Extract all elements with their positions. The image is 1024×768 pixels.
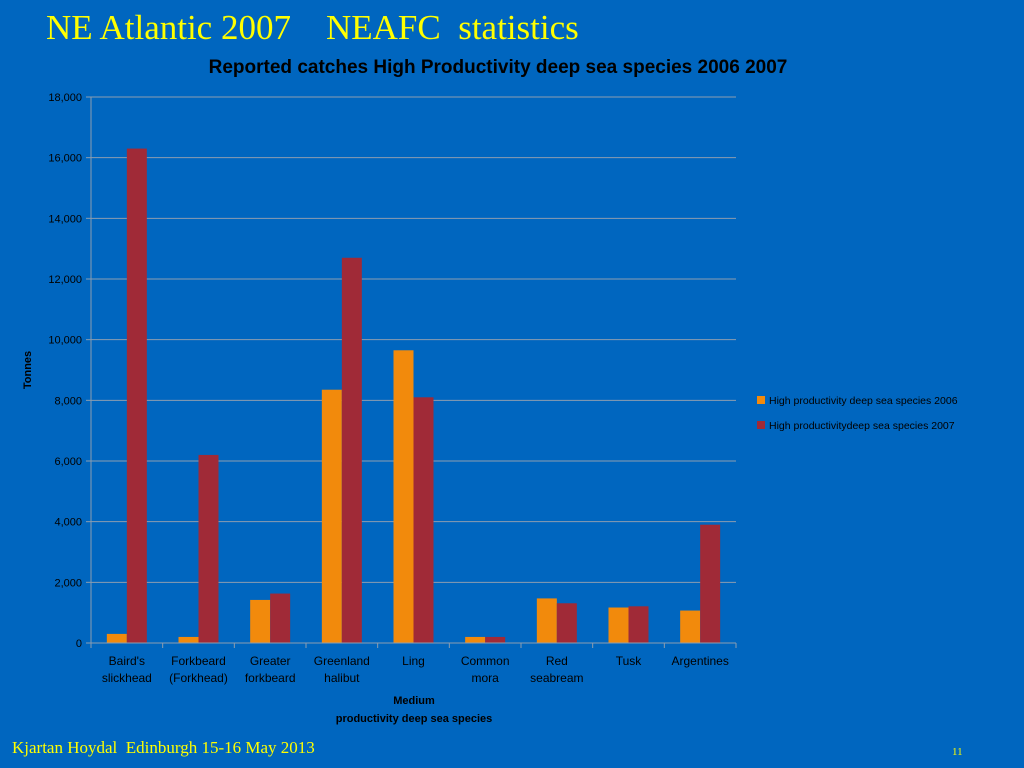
y-tick-label: 12,000	[48, 274, 82, 286]
y-tick-label: 14,000	[48, 213, 82, 225]
y-tick-label: 8,000	[54, 395, 82, 407]
bar-2007	[556, 603, 577, 643]
x-tick-label: Greater forkbeard	[245, 654, 296, 685]
bar-2006	[680, 610, 701, 643]
x-tick-label-line: mora	[471, 671, 499, 685]
x-tick-label-line: Red	[546, 654, 568, 668]
bar-2007	[628, 606, 649, 643]
x-tick-label-line: Common	[461, 654, 510, 668]
x-tick-label-line: Greenland	[314, 654, 370, 668]
x-tick-label-line: slickhead	[102, 671, 152, 685]
chart-title: Reported catches High Productivity deep …	[209, 57, 788, 78]
x-tick-label: Tusk	[616, 654, 643, 668]
bar-2007	[413, 397, 434, 643]
x-tick-label: Ling	[402, 654, 425, 668]
y-tick-label: 0	[76, 638, 82, 650]
bar-2007	[198, 454, 219, 643]
legend-swatch	[757, 396, 765, 404]
x-tick-label: Greenland halibut	[314, 654, 370, 685]
x-tick-label: Red seabream	[530, 654, 583, 685]
y-axis-label: Tonnes	[22, 351, 34, 389]
x-tick-label-line: forkbeard	[245, 671, 296, 685]
x-tick-label-line: Greater	[250, 654, 291, 668]
bar-2007	[126, 148, 147, 644]
legend-label: High productivity deep sea species 2006	[769, 395, 958, 407]
legend-label: High productivitydeep sea species 2007	[769, 420, 955, 432]
x-tick-label-line: (Forkhead)	[169, 671, 228, 685]
bar-2006	[178, 636, 199, 643]
x-tick-label-line: Argentines	[671, 654, 728, 668]
x-tick-label-line: Tusk	[616, 654, 643, 668]
legend-swatch	[757, 421, 765, 429]
page-number: 11	[952, 746, 963, 758]
bar-2007	[270, 593, 291, 643]
bars	[106, 148, 721, 644]
x-tick-label-line: halibut	[324, 671, 360, 685]
x-axis-label-line: productivity deep sea species	[336, 713, 493, 725]
slide-title: NE Atlantic 2007 NEAFC statistics	[46, 8, 579, 47]
bar-2007	[700, 524, 721, 643]
x-tick-label: Baird's slickhead	[102, 654, 152, 685]
x-tick-label: Forkbeard (Forkhead)	[169, 654, 228, 685]
y-tick-label: 10,000	[48, 335, 82, 347]
bar-2006	[321, 389, 342, 643]
bar-2006	[536, 598, 557, 643]
axes	[90, 97, 736, 644]
bar-2006	[608, 607, 629, 643]
y-axis-ticks: 0 2,000 4,000 6,000 8,000 10,000 12,000 14,000 1…	[48, 92, 91, 650]
y-tick-label: 16,000	[48, 153, 82, 165]
x-tick-label-line: Forkbeard	[171, 654, 226, 668]
footer-text: Kjartan Hoydal Edinburgh 15-16 May 2013	[12, 738, 315, 757]
x-tick-label-line: Ling	[402, 654, 425, 668]
y-tick-label: 4,000	[54, 517, 82, 529]
y-tick-label: 2,000	[54, 577, 82, 589]
x-axis-label-line: Medium	[393, 695, 435, 707]
y-tick-label: 18,000	[48, 92, 82, 104]
x-axis-label: Medium productivity deep sea species	[336, 695, 493, 725]
y-tick-label: 6,000	[54, 456, 82, 468]
x-tick-label: Argentines	[671, 654, 728, 668]
bar-2007	[485, 636, 506, 643]
x-axis-ticks: Baird's slickhead Forkbeard (Forkhead) Great…	[90, 643, 737, 685]
bar-2006	[250, 599, 271, 643]
bar-2006	[393, 350, 414, 643]
bar-2007	[341, 257, 362, 643]
legend: High productivity deep sea species 2006 H…	[757, 395, 958, 432]
bar-2006	[106, 633, 127, 643]
x-tick-label: Common mora	[461, 654, 510, 685]
x-tick-label-line: seabream	[530, 671, 583, 685]
bar-2006	[465, 636, 486, 643]
x-tick-label-line: Baird's	[109, 654, 145, 668]
